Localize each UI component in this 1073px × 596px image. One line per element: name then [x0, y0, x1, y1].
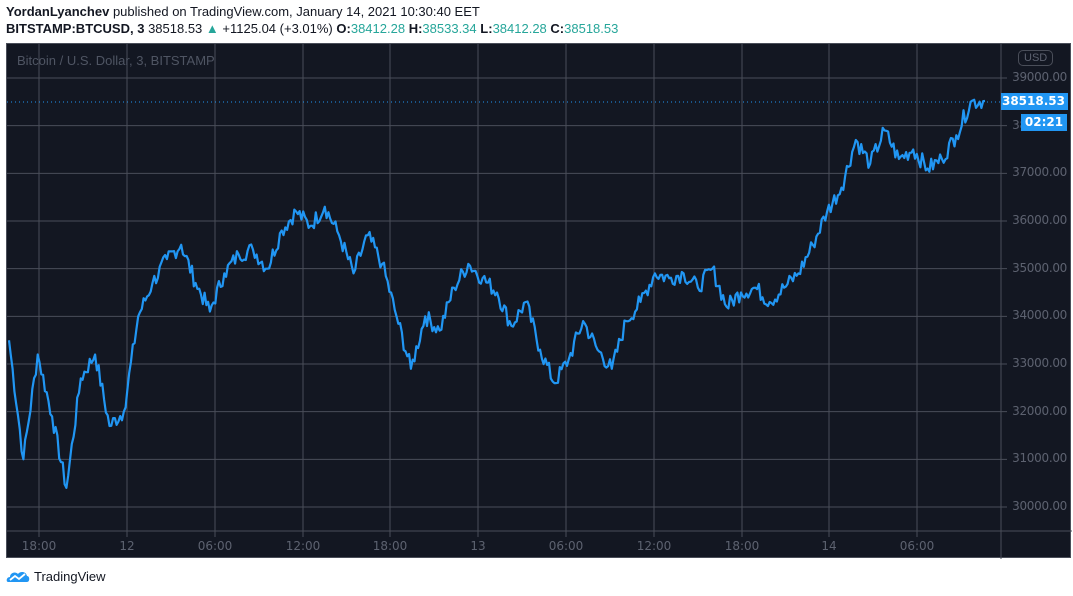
tradingview-logo-icon: [6, 571, 30, 582]
up-arrow-icon: ▲: [205, 21, 219, 36]
price-axis-label: 39000.00: [1012, 70, 1067, 84]
price-axis-label: 30000.00: [1012, 499, 1067, 513]
time-axis-label: 12:00: [636, 539, 672, 553]
time-axis-label: 06:00: [899, 539, 935, 553]
price-axis-label: 36000.00: [1012, 213, 1067, 227]
open-value: 38412.28: [350, 21, 406, 36]
low-value: 38412.28: [492, 21, 547, 36]
time-axis-label: 12:00: [285, 539, 321, 553]
price-axis-label: 35000.00: [1012, 260, 1067, 275]
time-axis-label: 18:00: [372, 539, 408, 553]
price-line: [7, 98, 986, 489]
price-axis-label: 34000.00: [1012, 308, 1067, 323]
time-axis-label: 18:00: [724, 539, 760, 553]
published-text: published on TradingView.com, January 14…: [112, 4, 480, 19]
brand-name: TradingView: [34, 568, 106, 584]
symbol-name: BITSTAMP:BTCUSD, 3: [6, 21, 145, 36]
symbol-info: BITSTAMP:BTCUSD, 3 38518.53 ▲ +1125.04 (…: [6, 21, 618, 36]
low-label: L:: [480, 21, 493, 36]
open-label: O:: [336, 21, 351, 36]
close-label: C:: [550, 21, 565, 36]
close-value: 38518.53: [564, 21, 619, 36]
price-axis-label: 32000.00: [1012, 403, 1067, 418]
publish-info: YordanLyanchev published on TradingView.…: [6, 4, 480, 19]
price-axis-label: 33000.00: [1012, 356, 1067, 370]
time-axis-label: 12: [119, 539, 135, 553]
time-axis-label: 13: [470, 539, 486, 553]
high-value: 38533.34: [422, 21, 477, 36]
grid-lines: [7, 44, 1007, 537]
tradingview-brand[interactable]: TradingView: [6, 568, 106, 584]
time-axis-label: 06:00: [548, 539, 584, 553]
price-axis-label: 37000.00: [1012, 165, 1067, 180]
time-axis-label: 18:00: [21, 539, 57, 553]
price-axis-label: 31000.00: [1012, 451, 1067, 466]
chart-panel[interactable]: Bitcoin / U.S. Dollar, 3, BITSTAMP USD 3…: [6, 43, 1072, 559]
price-change: +1125.04 (+3.01%): [222, 21, 333, 36]
price-chart[interactable]: [7, 44, 1072, 559]
last-price-tag: 38518.53: [1001, 93, 1068, 110]
chart-legend-title: Bitcoin / U.S. Dollar, 3, BITSTAMP: [17, 53, 215, 68]
bar-countdown-tag: 02:21: [1021, 114, 1067, 131]
time-axis-label: 14: [821, 539, 837, 553]
author-name[interactable]: YordanLyanchev: [6, 4, 110, 19]
last-price: 38518.53: [148, 21, 203, 36]
currency-badge[interactable]: USD: [1018, 50, 1054, 66]
time-axis-label: 06:00: [197, 539, 233, 553]
high-label: H:: [408, 21, 423, 36]
